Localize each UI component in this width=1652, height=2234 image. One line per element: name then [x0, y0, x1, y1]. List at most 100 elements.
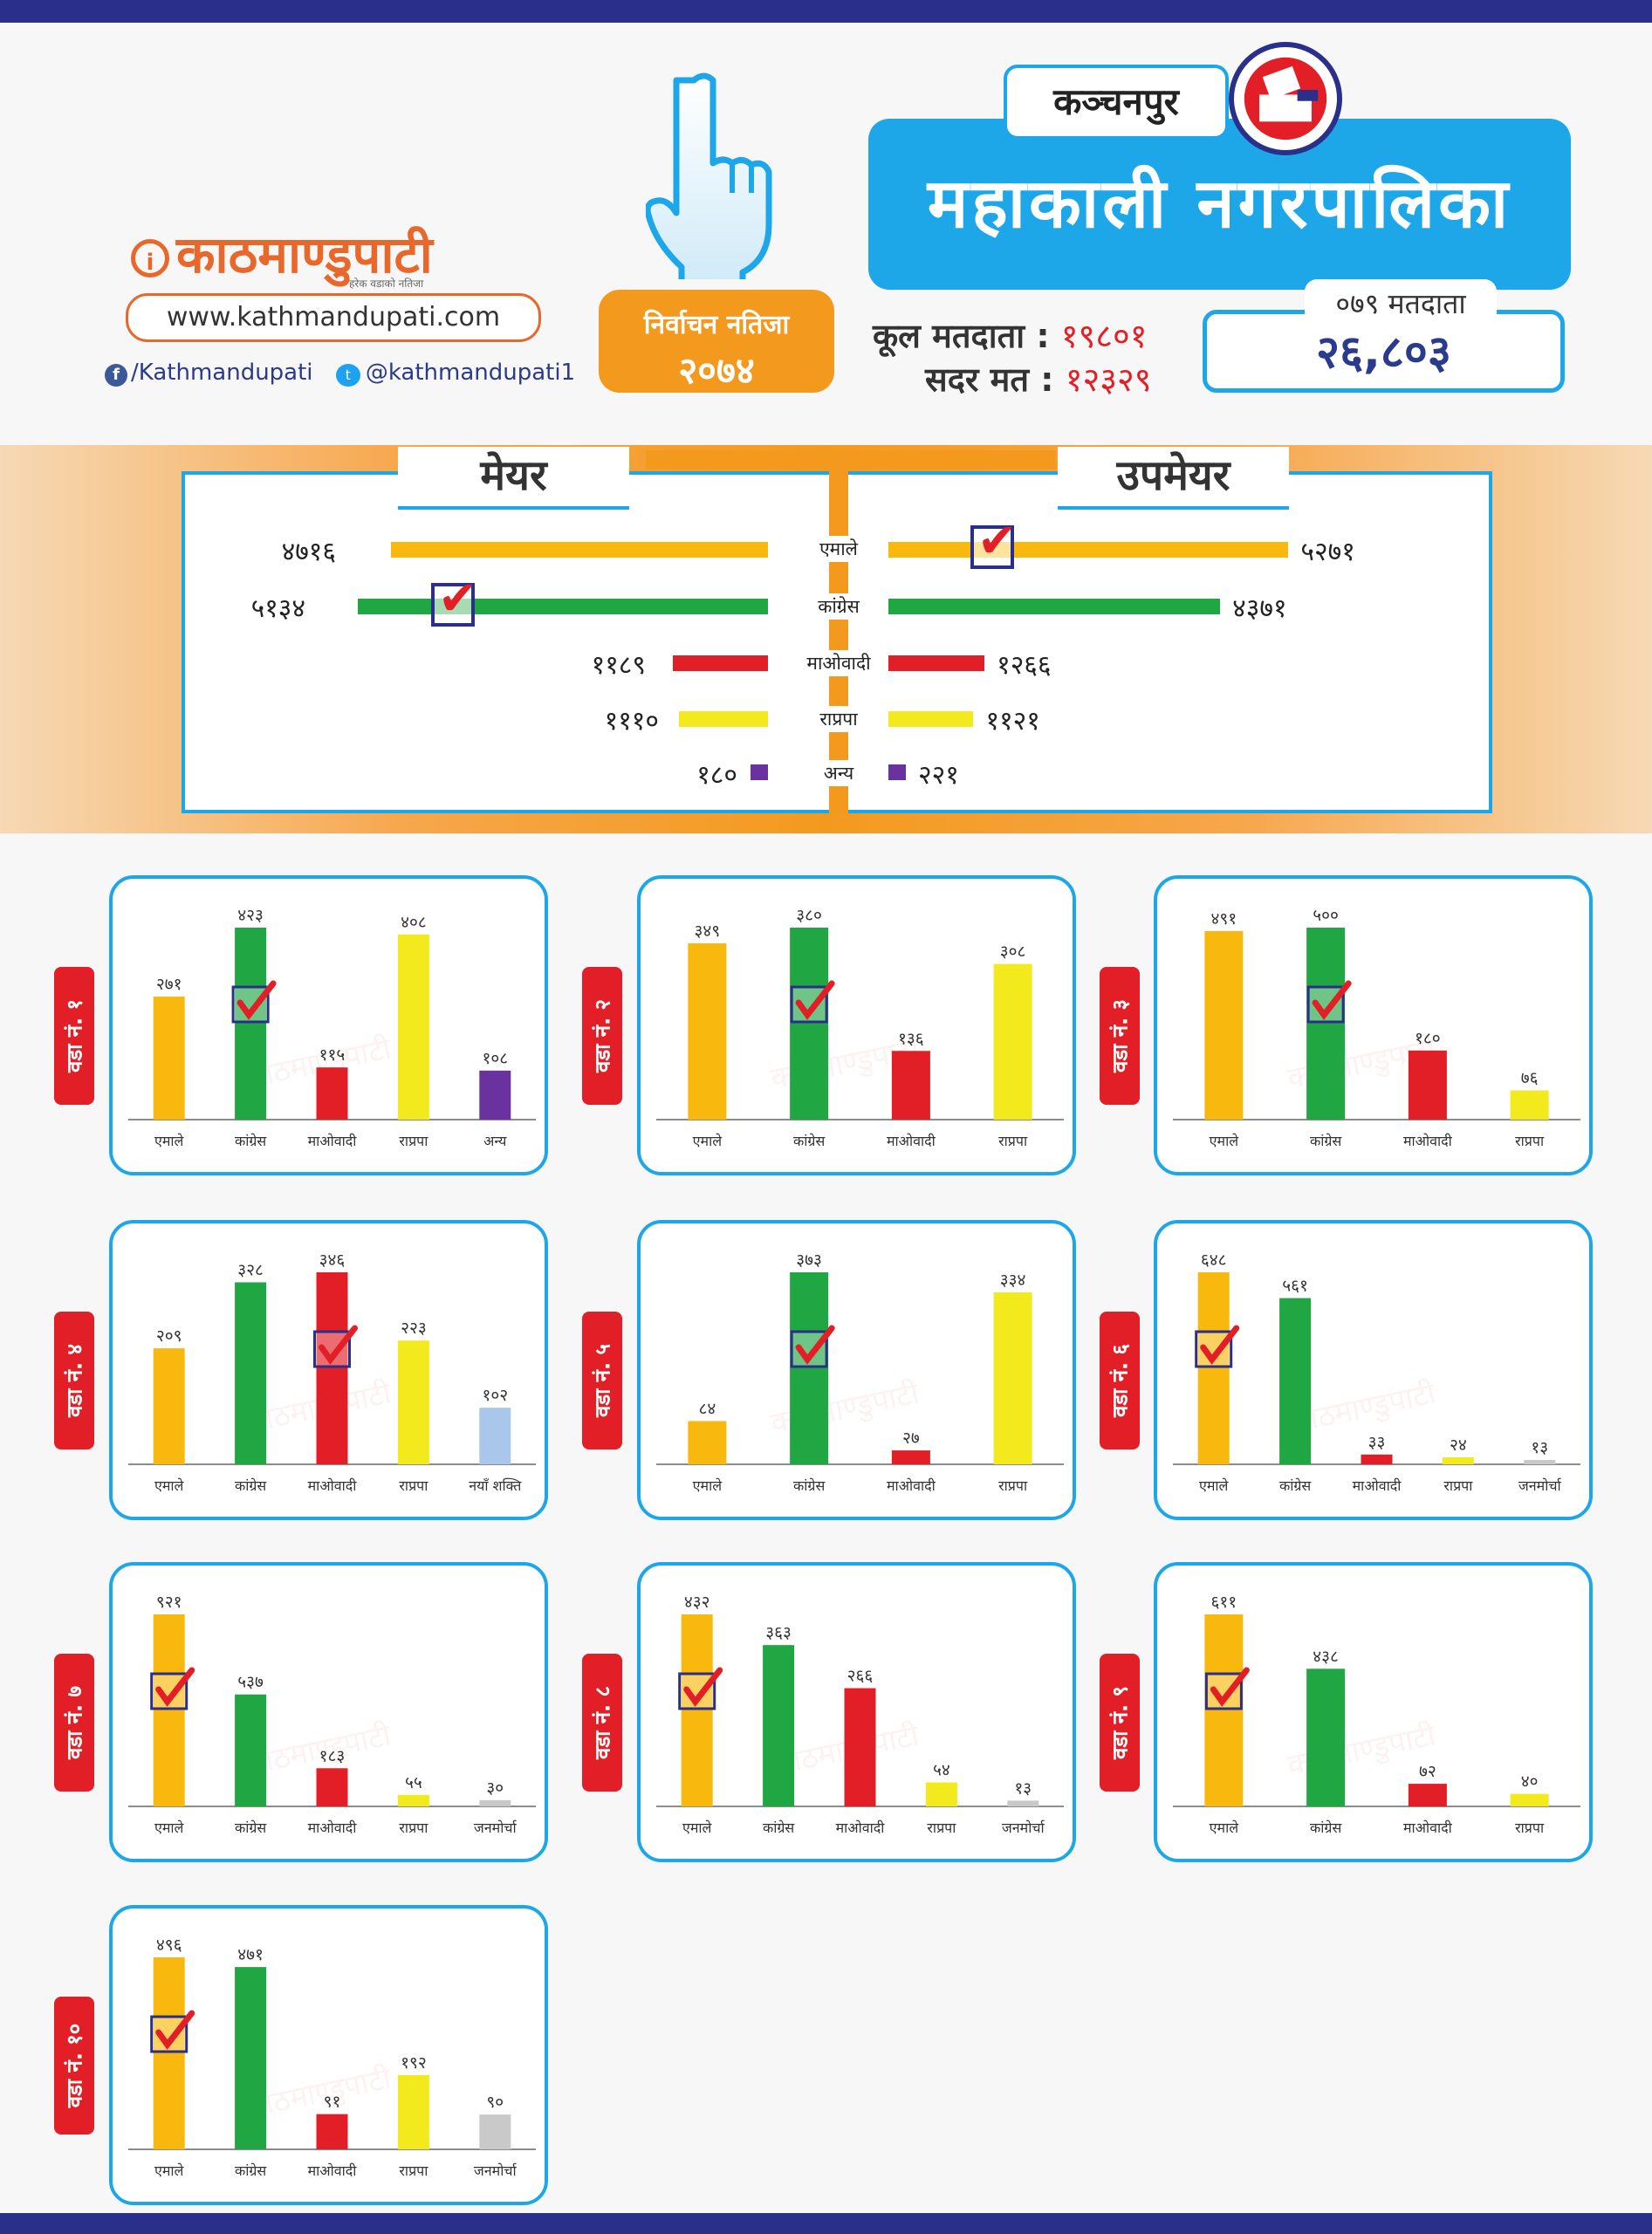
- total-voters-row: कूल मतदाता : १९८०१: [873, 312, 1148, 358]
- municipality-title: महाकाली नगरपालिका: [868, 119, 1571, 290]
- winner-check-icon: [313, 1325, 358, 1368]
- party-label: माओवादी: [798, 650, 880, 676]
- ward-chart-svg: काठमाण्डुपाटी४३२एमाले३६३कांग्रेस२६६माओवा…: [656, 1593, 1064, 1836]
- category-label: राप्रपा: [399, 1477, 428, 1494]
- bar: [479, 1070, 511, 1120]
- ward-title: वडा नं. ७: [62, 1685, 87, 1760]
- valid-votes-row: सदर मत : १२३२९: [925, 356, 1152, 401]
- category-label: राप्रपा: [1515, 1133, 1545, 1149]
- facebook-icon[interactable]: f: [105, 364, 127, 387]
- site-logo[interactable]: i काठमाण्डुपाटी: [131, 218, 433, 287]
- voting-finger-icon: [646, 72, 772, 279]
- bar: [397, 934, 429, 1120]
- winner-check-icon: [1195, 1325, 1240, 1368]
- bar: [153, 1614, 185, 1806]
- logo-tagline: हरेक वडाको नतिजा: [349, 278, 424, 290]
- bar-value-label: ७६: [1521, 1069, 1539, 1088]
- total-voters-label: कूल मतदाता :: [873, 317, 1050, 355]
- mayor-winner-check-icon: [431, 571, 477, 627]
- ward-chart-box: काठमाण्डुपाटी ४९६ एमाले ४७१ कांग्रेस ९१ माओवाद…: [109, 1905, 548, 2205]
- ward-chart-box: काठमाण्डुपाटी४३२एमाले३६३कांग्रेस२६६माओवा…: [637, 1562, 1076, 1862]
- bar-value-label: ५३७: [237, 1673, 264, 1692]
- category-label: जनमोर्चा: [474, 2162, 518, 2179]
- bar: [993, 1292, 1032, 1464]
- ward-title: वडा नं. ८: [590, 1685, 615, 1760]
- bar-value-label: ३०: [486, 1778, 504, 1798]
- ward-chart-box: काठमाण्डुपाटी ६४८ एमाले ५६१ कांग्रेस ३३ माओवाद…: [1154, 1220, 1593, 1520]
- category-label: माओवादी: [887, 1477, 936, 1494]
- bar: [153, 1957, 185, 2149]
- category-label: एमाले: [154, 1477, 185, 1494]
- bar: [790, 928, 829, 1120]
- bar: [1279, 1298, 1312, 1464]
- bar-value-label: १८०: [1415, 1029, 1441, 1048]
- bar: [1524, 1460, 1556, 1464]
- ward-title: वडा नं. ३: [1107, 998, 1133, 1073]
- ward-chart-svg: काठमाण्डुपाटी६११एमाले४३८कांग्रेस७२माओवाद…: [1173, 1593, 1580, 1836]
- ward-tag: वडा नं. ५: [582, 1312, 622, 1449]
- bar: [688, 1421, 727, 1464]
- deputy-bar: [888, 655, 985, 671]
- ward-title: वडा नं. ९: [1107, 1685, 1133, 1760]
- bar-value-label: ५४: [933, 1761, 950, 1780]
- bar-value-label: १८३: [319, 1746, 346, 1765]
- mayor-value: ११८९: [591, 650, 646, 681]
- bar: [1007, 1800, 1039, 1806]
- badge-year: २०७४: [678, 349, 755, 392]
- winner-check-icon: [150, 1667, 195, 1710]
- bar: [397, 2074, 429, 2149]
- mayor-bar: [358, 599, 768, 614]
- bar-value-label: १९२: [401, 2053, 427, 2073]
- bar-value-label: ३०८: [1000, 942, 1026, 962]
- twitter-handle[interactable]: @kathmandupati1: [365, 360, 576, 386]
- bar: [681, 1614, 713, 1806]
- bar-value-label: ९२१: [156, 1593, 182, 1612]
- deputy-bar: [888, 764, 906, 780]
- logo-text: काठमाण्डुपाटी: [176, 225, 433, 284]
- bar: [891, 1051, 930, 1120]
- bar-value-label: ४७१: [237, 1945, 264, 1964]
- bar-value-label: ४०: [1521, 1772, 1539, 1792]
- bar: [235, 1694, 267, 1806]
- twitter-icon[interactable]: t: [335, 364, 360, 387]
- bar-value-label: ५००: [1313, 906, 1339, 925]
- category-label: माओवादी: [308, 1133, 358, 1149]
- facebook-handle[interactable]: /Kathmandupati: [131, 360, 313, 386]
- election-result-badge: निर्वाचन नतिजा २०७४: [599, 290, 834, 393]
- mayor-value: १११०: [604, 706, 659, 737]
- category-label: राप्रपा: [1443, 1477, 1473, 1494]
- ward-chart-svg: काठमाण्डुपाटी९२१एमाले५३७कांग्रेस१८३माओवा…: [128, 1593, 536, 1836]
- bar-value-label: ४३८: [1313, 1647, 1339, 1666]
- website-url[interactable]: www.kathmandupati.com: [126, 293, 541, 342]
- bar-value-label: ११५: [319, 1045, 346, 1065]
- category-label: एमाले: [1210, 1133, 1240, 1149]
- total-voters-value: १९८०१: [1060, 317, 1148, 355]
- bar-value-label: ३४६: [319, 1251, 346, 1270]
- mayor-bar: [673, 655, 768, 671]
- category-label: एमाले: [1210, 1819, 1240, 1836]
- badge-line-1: निर्वाचन नतिजा: [643, 310, 790, 340]
- category-label: एमाले: [154, 1819, 185, 1836]
- ballot-box-icon: [1229, 42, 1342, 155]
- bar-value-label: १३६: [898, 1029, 924, 1048]
- mayor-bar: [679, 711, 768, 727]
- bar: [763, 1645, 795, 1806]
- ward-tag: वडा नं. ८: [582, 1654, 622, 1792]
- ward-chart-svg: काठमाण्डुपाटी२७१एमाले४२३कांग्रेस११५माओवा…: [128, 906, 536, 1149]
- category-label: राप्रपा: [998, 1477, 1028, 1494]
- bar: [688, 942, 727, 1120]
- ward-tag: वडा नं. ९: [1100, 1654, 1140, 1792]
- ward-chart-svg: काठमाण्डुपाटी४९१एमाले५००कांग्रेस१८०माओवा…: [1173, 906, 1580, 1149]
- category-label: कांग्रेस: [235, 1133, 267, 1149]
- bar: [479, 1799, 511, 1806]
- bar-value-label: १३: [1014, 1778, 1032, 1798]
- deputy-value: १२६६: [997, 650, 1052, 681]
- deputy-value: ४३७१: [1232, 593, 1287, 624]
- category-label: कांग्रेस: [793, 1477, 826, 1494]
- category-label: माओवादी: [1353, 1477, 1402, 1494]
- bar: [1306, 1669, 1346, 1806]
- bar-value-label: ३३: [1368, 1433, 1386, 1452]
- winner-check-icon: [678, 1667, 723, 1710]
- bar: [397, 1794, 429, 1806]
- mayor-bar: [751, 764, 768, 780]
